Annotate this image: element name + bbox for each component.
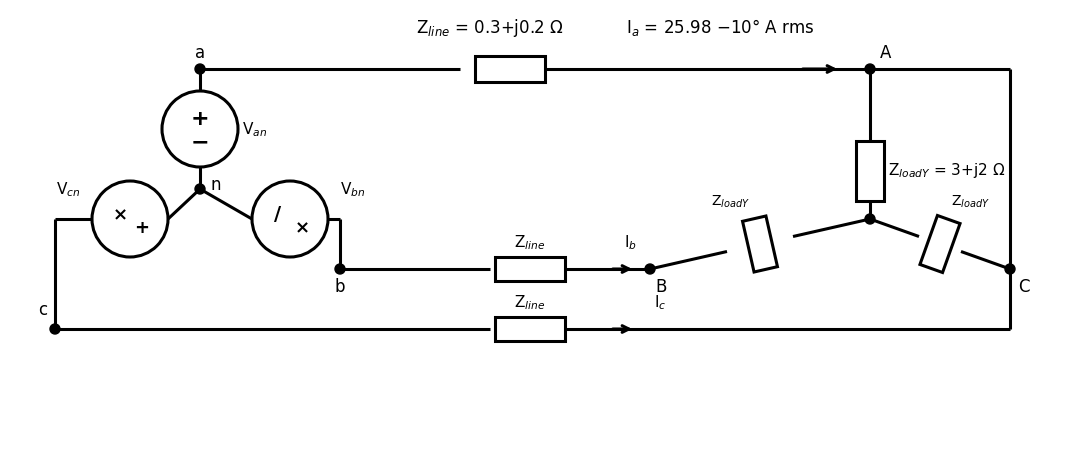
Text: +: + [134, 218, 150, 236]
Text: V$_{cn}$: V$_{cn}$ [56, 180, 80, 199]
Text: ×: × [295, 218, 310, 236]
Bar [856, 142, 884, 202]
Text: c: c [38, 300, 47, 318]
Circle shape [49, 325, 60, 334]
Text: a: a [195, 44, 206, 62]
Bar [475, 57, 546, 83]
Text: I$_{c}$: I$_{c}$ [654, 293, 666, 311]
Text: −: − [190, 132, 210, 151]
Text: +: + [190, 109, 210, 129]
Text: I$_{a}$ = 25.98 −10° A rms: I$_{a}$ = 25.98 −10° A rms [626, 17, 815, 39]
Circle shape [1005, 264, 1015, 274]
Circle shape [645, 264, 655, 274]
Text: A: A [880, 44, 891, 62]
Bar [495, 317, 565, 341]
Text: Z$_{line}$ = 0.3+j0.2 Ω: Z$_{line}$ = 0.3+j0.2 Ω [416, 17, 564, 39]
Text: V$_{an}$: V$_{an}$ [242, 120, 267, 139]
Bar [495, 257, 565, 281]
Bar [920, 216, 960, 273]
Circle shape [865, 214, 875, 224]
Text: b: b [335, 277, 345, 295]
Text: Z$_{loadY}$: Z$_{loadY}$ [710, 193, 750, 210]
Circle shape [865, 65, 875, 75]
Circle shape [195, 185, 206, 195]
Text: Z$_{line}$: Z$_{line}$ [514, 233, 546, 252]
Text: Z$_{loadY}$: Z$_{loadY}$ [950, 193, 990, 210]
Bar [742, 217, 778, 273]
Circle shape [195, 65, 206, 75]
Text: Z$_{loadY}$ = 3+j2 Ω: Z$_{loadY}$ = 3+j2 Ω [888, 160, 1005, 179]
Text: ×: × [112, 206, 128, 224]
Text: V$_{bn}$: V$_{bn}$ [340, 180, 366, 199]
Text: Z$_{line}$: Z$_{line}$ [514, 293, 546, 311]
Text: /: / [274, 205, 282, 224]
Circle shape [335, 264, 345, 274]
Text: C: C [1018, 277, 1030, 295]
Text: I$_{b}$: I$_{b}$ [624, 233, 636, 252]
Text: n: n [210, 176, 221, 194]
Text: B: B [655, 277, 666, 295]
